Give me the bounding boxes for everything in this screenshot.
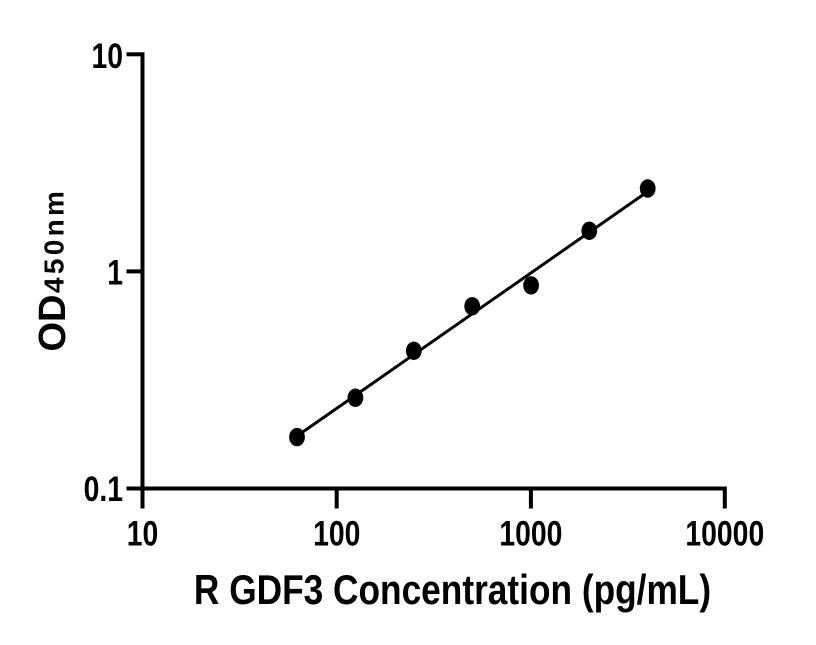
svg-text:0.1: 0.1: [84, 469, 123, 509]
svg-text:R GDF3 Concentration (pg/mL): R GDF3 Concentration (pg/mL): [194, 567, 711, 614]
svg-text:100: 100: [313, 514, 360, 554]
svg-text:1000: 1000: [499, 514, 562, 554]
svg-text:10000: 10000: [685, 514, 764, 554]
svg-text:1: 1: [107, 253, 123, 293]
svg-text:450nm: 450nm: [39, 188, 70, 293]
svg-text:10: 10: [127, 514, 159, 554]
svg-text:OD: OD: [32, 295, 74, 352]
svg-text:10: 10: [91, 36, 123, 76]
